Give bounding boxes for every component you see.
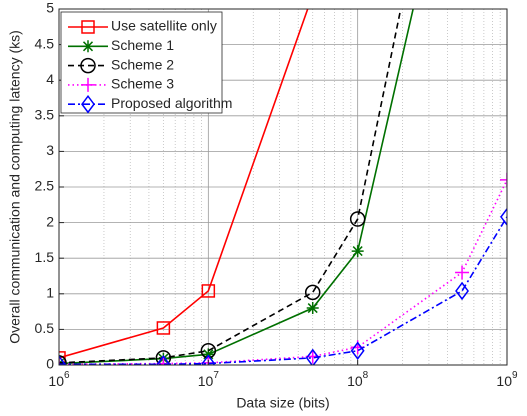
marker [307,0,319,1]
marker [201,354,216,365]
y-tick-label: 3 [46,142,54,158]
y-tick-label: 4 [46,71,54,87]
marker [500,172,507,187]
marker [81,77,95,92]
marker [82,40,94,53]
x-tick-label: 106 [48,370,70,389]
marker [81,94,95,114]
y-tick-label: 2.5 [35,178,55,194]
marker [156,355,171,365]
marker [59,355,67,365]
y-tick-label: 2 [46,213,54,229]
legend-label: Scheme 3 [111,76,174,92]
y-tick-label: 1 [46,285,54,301]
marker [350,341,365,361]
marker [306,302,319,315]
y-tick-label: 1.5 [35,249,55,265]
marker [455,265,470,280]
y-tick-label: 4.5 [35,35,55,51]
series-line [59,9,309,359]
marker [351,245,364,258]
y-tick-label: 5 [46,0,54,16]
legend-label: Proposed algorithm [111,95,232,111]
marker [59,355,66,365]
marker [349,211,366,227]
marker [304,284,321,301]
x-tick-label: 109 [496,370,518,389]
marker [81,20,95,34]
y-tick-label: 0 [46,356,54,372]
x-tick-label: 108 [347,370,369,389]
marker [305,348,320,365]
x-tick-label: 107 [198,370,220,389]
legend-label: Use satellite only [111,18,217,34]
y-tick-label: 3.5 [35,107,55,123]
x-axis-label: Data size (bits) [236,395,329,411]
marker [80,57,96,74]
marker [201,284,216,298]
legend-label: Scheme 1 [111,37,174,53]
marker [156,321,171,335]
y-tick-label: 0.5 [35,320,55,336]
ticks: 0 0.5 1 1.5 2 2.5 3 3.5 4 4.5 5 106 107 108 109 [35,0,518,389]
y-axis-label: Overall communication and computing late… [7,30,23,344]
legend-label: Scheme 2 [111,56,174,72]
marker [202,348,215,361]
marker [500,207,507,227]
marker [59,351,66,365]
plot-lines [59,0,507,365]
marker [455,281,469,301]
legend: Use satellite only Scheme 1 Scheme 2 Scheme… [60,11,232,114]
